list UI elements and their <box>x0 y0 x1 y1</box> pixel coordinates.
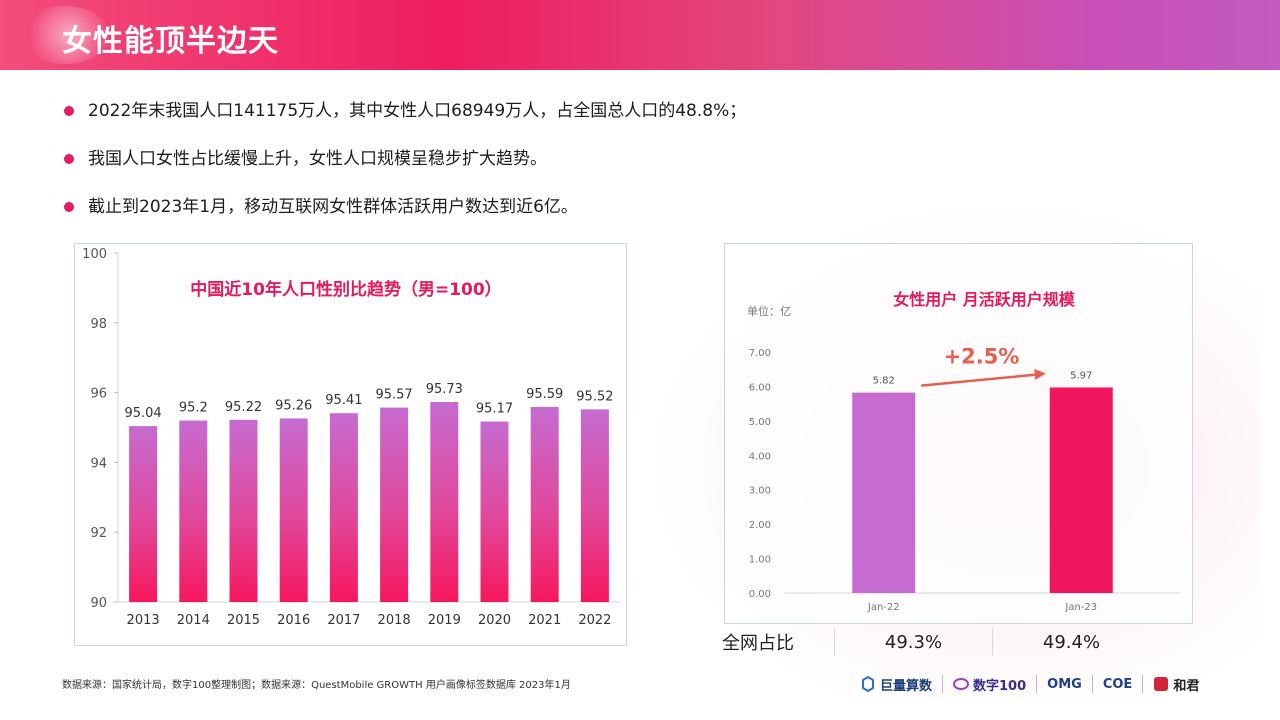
x-tick-label: Jan-22 <box>867 602 900 613</box>
bullet-dot-icon <box>64 106 74 116</box>
bar <box>852 392 916 593</box>
bar <box>229 419 258 602</box>
y-tick-label: 6.00 <box>749 382 771 393</box>
juliang-logo-icon <box>862 676 874 692</box>
x-tick-label: 2019 <box>428 613 461 628</box>
bullet-text: 2022年末我国人口141175万人，其中女性人口68949万人，占全国总人口的… <box>88 101 747 121</box>
sex-ratio-chart: 中国近10年人口性别比趋势（男=100） 90 92 94 96 98 100 95.04 2… <box>82 247 620 628</box>
x-tick-label: 2013 <box>127 613 160 628</box>
network-share-label: 全网占比 <box>722 633 794 654</box>
growth-arrow-line <box>921 373 1038 387</box>
data-label: 95.73 <box>426 382 463 397</box>
y-tick-label: 4.00 <box>749 451 771 462</box>
logo-text: 和君 <box>1173 678 1200 694</box>
logo-text: OMG <box>1047 676 1082 692</box>
bar <box>179 420 208 602</box>
logo-omg: OMG <box>1037 677 1092 692</box>
sex-ratio-chart-panel: 中国近10年人口性别比趋势（男=100） 90 92 94 96 98 100 95.04 2… <box>74 243 627 646</box>
x-tick-label: 2017 <box>327 613 360 628</box>
header-banner: 女性能顶半边天 <box>0 0 1280 70</box>
divider <box>1036 675 1038 693</box>
x-tick-label: 2015 <box>227 613 260 628</box>
sex-ratio-chart-title: 中国近10年人口性别比趋势（男=100） <box>190 279 501 300</box>
network-share-value: 49.3% <box>884 631 943 653</box>
bullet-text: 截止到2023年1月，移动互联网女性群体活跃用户数达到近6亿。 <box>88 197 578 217</box>
logo-text: 巨量算数 <box>880 678 933 694</box>
network-share-value: 49.4% <box>1042 631 1101 653</box>
y-tick-label: 90 <box>90 596 107 611</box>
data-label: 5.82 <box>873 376 895 387</box>
bullet-item: 截止到2023年1月，移动互联网女性群体活跃用户数达到近6亿。 <box>62 192 1212 240</box>
y-tick-label: 3.00 <box>749 486 771 497</box>
bar <box>329 413 358 602</box>
x-tick-label: 2016 <box>277 613 310 628</box>
growth-annotation: +2.5% <box>944 344 1020 368</box>
divider <box>1091 675 1093 693</box>
y-tick-label: 98 <box>90 317 107 332</box>
banner-swirl-decoration <box>20 6 110 64</box>
bar <box>129 426 158 602</box>
data-label: 95.52 <box>576 389 613 404</box>
page-title: 女性能顶半边天 <box>62 24 279 59</box>
y-tick-label: 7.00 <box>749 348 771 359</box>
divider <box>1142 675 1144 693</box>
logo-hejun: 和君 <box>1143 675 1209 694</box>
data-label: 95.26 <box>275 398 312 413</box>
growth-arrow-head-icon <box>1034 369 1046 381</box>
x-tick-label: 2020 <box>478 613 511 628</box>
shuzi100-logo-icon <box>953 678 970 690</box>
female-mau-chart: 女性用户 月活跃用户规模 单位：亿 0.00 1.00 2.00 3.00 4.00 5.… <box>747 290 1180 613</box>
divider <box>992 628 993 656</box>
logo-text: COE <box>1102 676 1133 692</box>
bullet-dot-icon <box>64 202 74 212</box>
x-tick-label: 2018 <box>378 613 411 628</box>
bar <box>430 402 459 602</box>
data-label: 95.57 <box>375 388 412 403</box>
bullet-item: 2022年末我国人口141175万人，其中女性人口68949万人，占全国总人口的… <box>62 96 1212 144</box>
data-source-note: 数据来源：国家统计局，数字100整理制图；数据来源：QuestMobile GR… <box>62 680 571 691</box>
y-tick-label: 100 <box>82 247 107 262</box>
female-mau-chart-panel: 女性用户 月活跃用户规模 单位：亿 0.00 1.00 2.00 3.00 4.00 5.… <box>724 243 1193 624</box>
data-label: 95.2 <box>179 401 208 416</box>
data-label: 95.04 <box>124 406 161 421</box>
x-tick-label: 2014 <box>177 613 210 628</box>
y-tick-label: 1.00 <box>749 555 771 566</box>
logo-shuzi100: 数字100 <box>943 675 1036 694</box>
y-tick-label: 92 <box>90 526 107 541</box>
bar <box>279 418 308 602</box>
bar <box>530 406 559 602</box>
data-label: 95.17 <box>476 402 513 417</box>
partner-logos: 巨量算数 数字100 OMG COE 和君 <box>850 670 1209 698</box>
bar <box>480 421 509 602</box>
bullet-dot-icon <box>64 154 74 164</box>
logo-juliang: 巨量算数 <box>850 675 942 694</box>
bullet-text: 我国人口女性占比缓慢上升，女性人口规模呈稳步扩大趋势。 <box>88 149 547 169</box>
bullet-list: 2022年末我国人口141175万人，其中女性人口68949万人，占全国总人口的… <box>62 96 1212 240</box>
y-tick-label: 5.00 <box>749 417 771 428</box>
data-label: 95.59 <box>526 387 563 402</box>
hejun-seal-icon <box>1154 677 1169 691</box>
bar <box>580 409 609 602</box>
data-label: 5.97 <box>1070 370 1092 381</box>
logo-coe: COE <box>1093 677 1142 692</box>
bullet-item: 我国人口女性占比缓慢上升，女性人口规模呈稳步扩大趋势。 <box>62 144 1212 192</box>
data-label: 95.41 <box>325 393 362 408</box>
x-tick-label: Jan-23 <box>1064 602 1097 613</box>
y-tick-label: 2.00 <box>749 520 771 531</box>
y-tick-label: 94 <box>90 456 107 471</box>
unit-label: 单位：亿 <box>747 304 791 318</box>
x-tick-label: 2022 <box>578 613 611 628</box>
bar <box>1049 387 1113 593</box>
divider <box>834 628 835 656</box>
network-share-row: 全网占比 49.3% 49.4% <box>714 626 1150 658</box>
data-label: 95.22 <box>225 400 262 415</box>
x-tick-label: 2021 <box>528 613 561 628</box>
logo-text: 数字100 <box>973 678 1027 694</box>
divider <box>942 675 944 693</box>
bar <box>380 407 409 602</box>
y-tick-label: 0.00 <box>749 589 771 600</box>
female-mau-chart-title: 女性用户 月活跃用户规模 <box>893 290 1076 309</box>
y-tick-label: 96 <box>90 387 107 402</box>
